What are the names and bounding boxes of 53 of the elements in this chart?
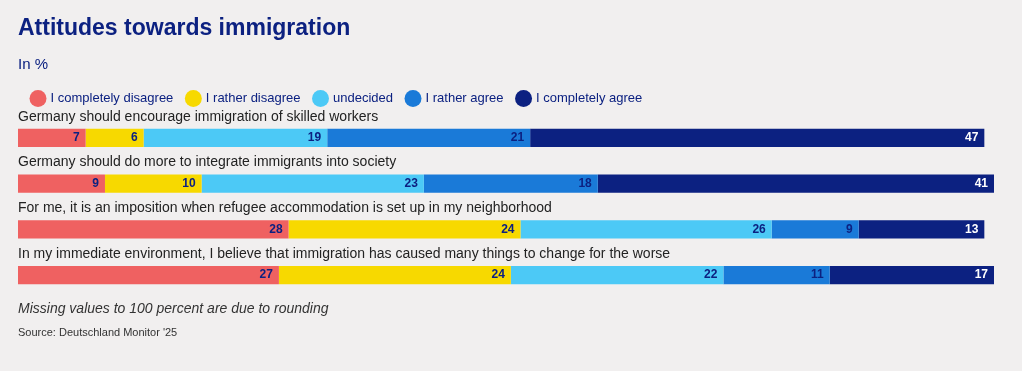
- bar: [771, 220, 859, 239]
- bar: [723, 265, 830, 285]
- bar: [18, 128, 86, 148]
- y-tick-label: For me, it is an imposition when refugee accommodation is set up in my neighborhood: [18, 199, 552, 216]
- bar: [327, 128, 531, 148]
- data-label: 13: [964, 221, 979, 236]
- source-note: Source: Deutschland Monitor '25: [18, 326, 179, 338]
- bar: [510, 265, 724, 285]
- legend-label: undecided: [333, 90, 393, 106]
- bar: [278, 265, 511, 285]
- y-tick-label: Germany should encourage immigration of skilled workers: [18, 107, 379, 124]
- bar: [288, 220, 521, 239]
- data-label: 7: [72, 130, 80, 145]
- bar: [520, 220, 772, 239]
- bar: [143, 128, 328, 148]
- bar: [104, 174, 202, 193]
- legend-label: I completely disagree: [50, 90, 174, 106]
- data-label: 22: [704, 267, 718, 282]
- bar: [829, 265, 994, 285]
- data-label: 9: [846, 221, 854, 236]
- y-tick-label: Germany should do more to integrate immigrants into society: [18, 153, 397, 170]
- data-label: 11: [811, 267, 825, 282]
- bar: [85, 128, 144, 148]
- data-label: 9: [92, 175, 100, 190]
- data-label: 27: [259, 267, 274, 282]
- data-label: 6: [130, 130, 138, 145]
- bar: [858, 220, 985, 239]
- y-tick-label: In my immediate environment, I believe that immigration has caused many things to change for the worse: [18, 244, 671, 261]
- chart-title: Attitudes towards immigration: [18, 14, 352, 41]
- data-label: 28: [269, 221, 283, 236]
- data-label: 23: [404, 175, 419, 190]
- legend-label: I completely agree: [536, 90, 643, 106]
- legend-label: I rather agree: [425, 90, 504, 106]
- data-label: 21: [510, 130, 525, 145]
- text: Missing values to 100 percent are due to rounding: [18, 300, 330, 316]
- data-label: 19: [307, 130, 322, 145]
- bar: [18, 265, 279, 285]
- legend-label: I rather disagree: [205, 90, 301, 106]
- data-label: 10: [182, 175, 196, 190]
- data-label: 47: [964, 130, 979, 145]
- bar: [423, 174, 598, 193]
- data-label: 17: [974, 267, 989, 282]
- bar: [597, 174, 994, 193]
- data-label: 26: [752, 221, 767, 236]
- data-label: 24: [501, 221, 515, 236]
- data-label: 18: [578, 175, 593, 190]
- bar: [18, 220, 289, 239]
- bar: [18, 174, 105, 193]
- data-label: 24: [491, 267, 506, 282]
- bar: [201, 174, 424, 193]
- data-label: 41: [974, 175, 989, 190]
- chart-subtitle: In %: [18, 55, 49, 72]
- bar: [530, 128, 985, 148]
